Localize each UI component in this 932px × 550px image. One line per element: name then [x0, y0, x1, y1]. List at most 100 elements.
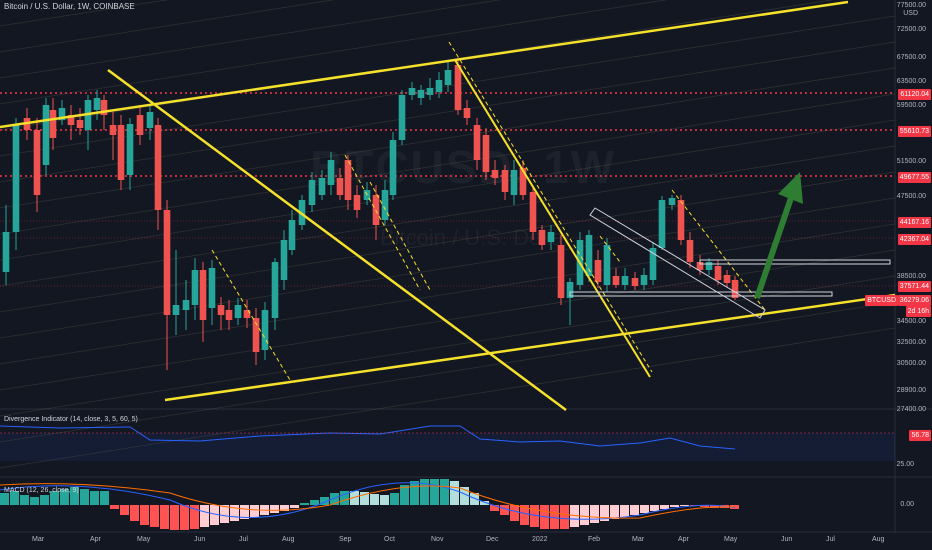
macd-bar [650, 505, 659, 511]
macd-bar [180, 505, 189, 530]
candle-body [585, 235, 593, 276]
macd-bar [420, 479, 429, 505]
candle-body [381, 190, 389, 220]
candle-body [640, 275, 648, 285]
macd-bar [310, 500, 319, 505]
price-tick: 34500.00 [897, 318, 926, 325]
macd-bar [150, 505, 159, 527]
time-axis-label: Jul [239, 536, 248, 543]
macd-bar [700, 505, 709, 507]
macd-bar [360, 492, 369, 505]
candle-body [336, 178, 344, 195]
candle-body [199, 270, 207, 320]
time-axis-label: May [724, 536, 738, 543]
macd-bar [480, 501, 489, 505]
macd-bar [520, 505, 529, 525]
candle-body [288, 220, 296, 250]
macd-bar [630, 505, 639, 515]
candle-body [191, 270, 199, 305]
candle-body [182, 300, 190, 310]
macd-bar [600, 505, 609, 521]
arrow-head [778, 172, 803, 204]
candle-body [426, 88, 434, 95]
divergence-value-tag: 56.78 [909, 430, 931, 441]
macd-bar [110, 505, 119, 509]
macd-bar [230, 505, 239, 521]
channel-line [0, 0, 502, 79]
trend-line-upper [0, 0, 849, 129]
divergence-indicator-label[interactable]: Divergence Indicator (14, close, 3, 5, 6… [4, 416, 138, 423]
candle-body [93, 98, 101, 110]
candle-body [566, 282, 574, 298]
macd-bar [710, 505, 719, 508]
macd-bar [60, 489, 69, 505]
macd-bar [130, 505, 139, 521]
candle-body [723, 275, 731, 283]
macd-bar [80, 489, 89, 505]
price-tick: 59500.00 [897, 102, 926, 109]
signal-line [0, 483, 736, 519]
channel-line [0, 145, 896, 287]
macd-bar [350, 491, 359, 505]
candle-body [353, 195, 361, 210]
channel-line [0, 0, 169, 27]
candle-body [126, 124, 134, 175]
macd-bar [160, 505, 169, 529]
candle-body [482, 135, 490, 172]
dashed-line [448, 41, 653, 373]
candle-body [519, 168, 527, 195]
candle-body [2, 232, 10, 272]
macd-bar [680, 505, 689, 506]
macd-bar [560, 505, 569, 529]
price-level-tag: 37571.44 [897, 281, 931, 292]
channel-line [0, 223, 896, 365]
price-tick: 63500.00 [897, 78, 926, 85]
macd-bar [220, 505, 229, 523]
macd-bar [290, 505, 299, 508]
candle-body [42, 105, 50, 165]
candle-body [705, 262, 713, 270]
price-tick: 27400.00 [897, 406, 926, 413]
time-axis-label: Mar [632, 536, 645, 543]
macd-line [0, 482, 736, 520]
macd-bar [410, 481, 419, 505]
channel-line [0, 0, 668, 105]
macd-bar [530, 505, 539, 527]
macd-bar [20, 495, 29, 505]
candle-body [58, 108, 66, 120]
price-level-tag: 42367.04 [897, 234, 931, 245]
macd-bar [280, 505, 289, 511]
channel-line [0, 119, 896, 261]
channel-line [0, 171, 896, 313]
symbol-watermark: BTCUSD, 1W [310, 140, 616, 194]
macd-bar [670, 505, 679, 507]
candle-body [435, 80, 443, 92]
macd-bar [240, 505, 249, 519]
candle-body [136, 115, 144, 135]
price-tick: 67500.00 [897, 54, 926, 61]
macd-bar [660, 505, 669, 509]
macd-indicator-label[interactable]: MACD (12, 26, close, 9) [4, 487, 79, 494]
macd-bar [140, 505, 149, 525]
macd-bar [170, 505, 179, 530]
price-level-tag: BTCUSD [865, 295, 898, 306]
macd-bar [390, 493, 399, 505]
candle-body [649, 248, 657, 280]
macd-bar [50, 491, 59, 505]
macd-bar [550, 505, 559, 529]
macd-bar [430, 479, 439, 505]
macd-bar [450, 481, 459, 505]
candle-body [327, 160, 335, 185]
price-tick: 72500.00 [897, 26, 926, 33]
chart-title: Bitcoin / U.S. Dollar, 1W, COINBASE [4, 2, 135, 11]
price-level-tag: 2d 16h [905, 306, 931, 317]
macd-bar [370, 494, 379, 505]
macd-bar [470, 493, 479, 505]
macd-bar [460, 487, 469, 505]
candle-body [463, 108, 471, 118]
macd-bar [190, 505, 199, 529]
divergence-tick: 25.00 [896, 461, 914, 468]
macd-bar [380, 495, 389, 505]
macd-bar [30, 497, 39, 505]
